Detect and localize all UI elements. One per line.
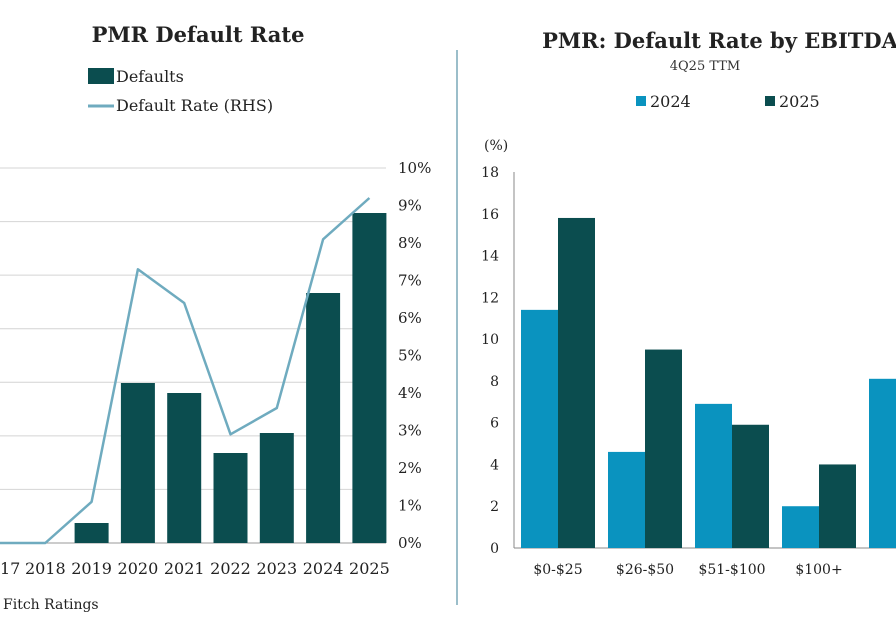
left-x-tick-label: 2022 [210, 559, 251, 578]
right-axis-tick-label: 0% [398, 534, 422, 552]
right-y-tick-label: 14 [481, 249, 499, 265]
bar-2025-4 [819, 464, 856, 548]
right-y-tick-label: 2 [490, 499, 499, 515]
right-axis-tick-label: 2% [398, 459, 422, 477]
right-y-tick-label: 0 [490, 541, 499, 557]
ebitda-bars [521, 217, 896, 548]
right-y-tick-label: 12 [481, 290, 499, 306]
left-x-tick-label: 2019 [71, 559, 112, 578]
bar-2024-4 [782, 506, 819, 548]
right-axis-tick-label: 3% [398, 422, 422, 440]
legend-swatch-2024 [636, 96, 646, 106]
left-x-axis-labels: 17 2018 2019 2020 2021 2022 2023 2024 2025 [0, 559, 390, 578]
left-x-tick-label: 2018 [25, 559, 66, 578]
legend-label-default-rate: Default Rate (RHS) [116, 96, 273, 115]
left-x-tick-label: 2021 [164, 559, 205, 578]
legend-label-2024: 2024 [650, 92, 691, 111]
default-rate-line [0, 197, 371, 545]
left-chart-title: PMR Default Rate [92, 22, 305, 47]
ebitda-default-chart: PMR: Default Rate by EBITDA 4Q25 TTM 202… [481, 28, 896, 578]
left-x-tick-label: 17 [0, 559, 20, 578]
right-chart-y-ticks: 0 2 4 6 8 10 12 14 16 18 [481, 165, 499, 557]
defaults-bar-2019 [74, 523, 109, 543]
bar-2024-5 [869, 378, 896, 548]
default-rate-chart: PMR Default Rate Defaults Default Rate (… [0, 22, 431, 578]
right-x-tick-label: $0-$25 [533, 562, 582, 578]
right-chart-title: PMR: Default Rate by EBITDA [542, 28, 896, 53]
right-y-axis-unit: (%) [484, 138, 508, 154]
source-note: Fitch Ratings [3, 597, 99, 613]
bar-2025-2 [645, 349, 682, 548]
default-rate-line-group [0, 197, 371, 545]
right-axis-tick-label: 10% [398, 159, 431, 177]
bar-2025-1 [558, 217, 595, 548]
legend-swatch-2025 [765, 96, 775, 106]
right-y-tick-label: 10 [481, 332, 499, 348]
legend-label-2025: 2025 [779, 92, 820, 111]
right-axis-tick-label: 1% [398, 497, 422, 515]
legend-label-defaults: Defaults [116, 67, 184, 86]
left-x-tick-label: 2024 [303, 559, 344, 578]
bar-2024-2 [608, 451, 645, 548]
right-axis-tick-label: 5% [398, 347, 422, 365]
right-y-tick-label: 4 [490, 457, 499, 473]
defaults-bar-2021 [167, 393, 202, 543]
bar-2024-1 [521, 309, 558, 548]
defaults-bar-2024 [306, 293, 341, 543]
defaults-bar-2020 [120, 383, 155, 543]
bar-2024-3 [695, 403, 732, 548]
left-x-tick-label: 2020 [118, 559, 159, 578]
legend-swatch-defaults [88, 68, 114, 84]
right-axis-tick-label: 9% [398, 197, 422, 215]
right-axis-tick-label: 7% [398, 272, 422, 290]
right-y-tick-label: 8 [490, 374, 499, 390]
defaults-bar-2025 [352, 213, 387, 543]
right-x-tick-label: $51-$100 [698, 562, 765, 578]
right-y-tick-label: 6 [490, 416, 499, 432]
right-chart-subtitle: 4Q25 TTM [670, 59, 741, 74]
defaults-bar-2023 [259, 433, 294, 543]
right-axis-ticks: 0% 1% 2% 3% 4% 5% 6% 7% 8% 9% 10% [398, 159, 431, 552]
right-axis-tick-label: 4% [398, 384, 422, 402]
defaults-bar-2022 [213, 453, 248, 543]
right-axis-tick-label: 8% [398, 234, 422, 252]
left-x-tick-label: 2023 [256, 559, 297, 578]
left-x-tick-label: 2025 [349, 559, 390, 578]
right-x-tick-label: $26-$50 [616, 562, 674, 578]
right-y-tick-label: 18 [481, 165, 499, 181]
legend-left: Defaults Default Rate (RHS) [88, 67, 273, 115]
defaults-bars [74, 213, 387, 543]
legend-right: 2024 2025 [636, 92, 820, 111]
right-x-tick-label: $100+ [795, 562, 842, 578]
right-y-tick-label: 16 [481, 207, 499, 223]
bar-2025-3 [732, 424, 769, 548]
right-axis-tick-label: 6% [398, 309, 422, 327]
right-x-axis-labels: $0-$25$26-$50$51-$100$100+T [533, 562, 842, 578]
